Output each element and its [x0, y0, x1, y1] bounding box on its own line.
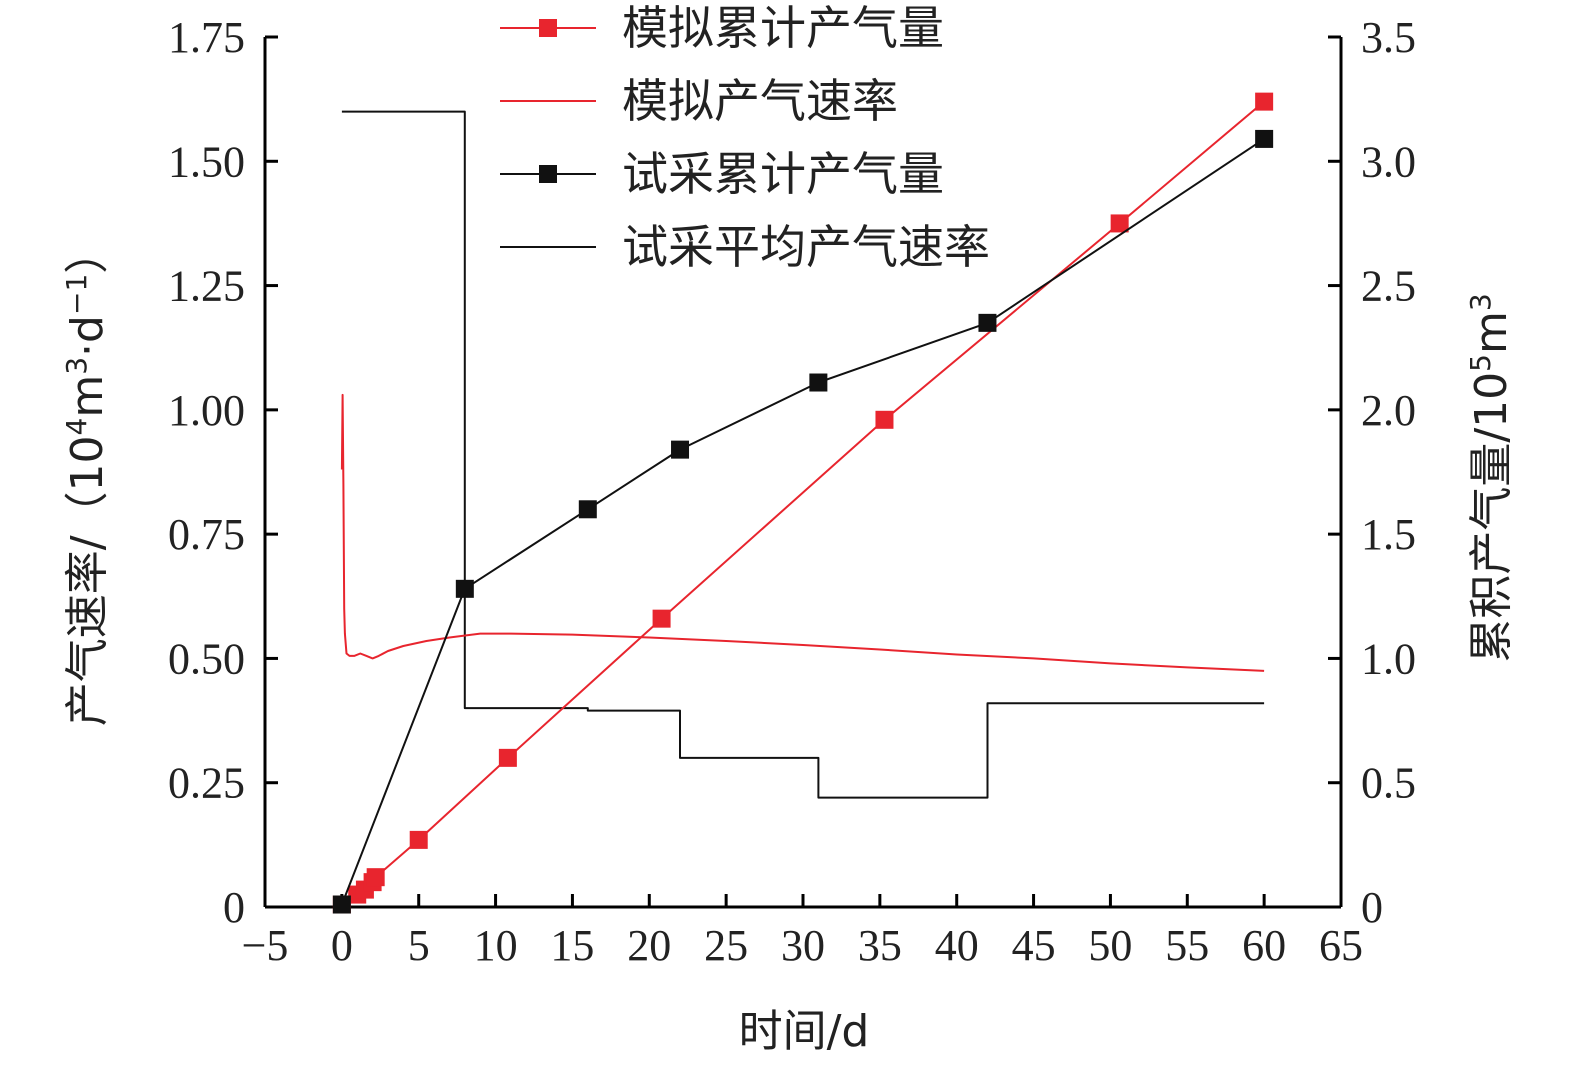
x-tick-label: 50: [1088, 921, 1132, 970]
data-point: [875, 410, 894, 429]
y-right-tick-label: 2.0: [1361, 386, 1416, 435]
x-tick-label: 15: [550, 921, 594, 970]
legend-item: 试采平均产气速率: [500, 220, 990, 274]
legend-item: 模拟累计产气量: [500, 1, 944, 55]
series-line: [341, 110, 1265, 799]
legend-label: 试采平均产气速率: [622, 220, 990, 274]
y-axis-right-title: 累积产气量/105m3: [1464, 293, 1518, 662]
y-left-tick-label: 0.75: [168, 510, 245, 559]
y-right-tick-label: 0.5: [1361, 759, 1416, 808]
data-point: [578, 500, 597, 519]
x-tick-label: 0: [331, 921, 353, 970]
legend-marker: [539, 19, 557, 37]
y-right-tick-label: 3.5: [1361, 13, 1416, 62]
series-line: [340, 393, 1265, 672]
x-tick-label: 20: [627, 921, 671, 970]
x-tick-label: 10: [474, 921, 518, 970]
x-tick-label: 40: [935, 921, 979, 970]
x-tick-label: 60: [1242, 921, 1286, 970]
y-left-tick-label: 1.25: [168, 262, 245, 311]
y-left-tick-label: 0.50: [168, 634, 245, 683]
y-left-tick-label: 1.00: [168, 386, 245, 435]
data-point: [671, 440, 690, 459]
x-tick-label: 30: [781, 921, 825, 970]
data-point: [332, 895, 351, 914]
data-point: [1110, 214, 1129, 233]
y-right-tick-label: 1.0: [1361, 634, 1416, 683]
data-point: [809, 373, 828, 392]
x-tick-label: 65: [1319, 921, 1363, 970]
data-point: [978, 313, 997, 332]
legend-item: 模拟产气速率: [500, 74, 898, 128]
series-layer: [332, 92, 1274, 914]
x-tick-label: 35: [858, 921, 902, 970]
series-3: [332, 129, 1274, 914]
y-left-tick-label: 0.25: [168, 759, 245, 808]
y-left-tick-label: 1.75: [168, 13, 245, 62]
y-right-tick-label: 3.0: [1361, 137, 1416, 186]
x-tick-label: 45: [1012, 921, 1056, 970]
x-axis-title: 时间/d: [739, 1006, 870, 1057]
series-2: [340, 393, 1265, 672]
y-axis-left-title: 产气速率/（104m3·d−1）: [60, 230, 114, 727]
y-right-tick-label: 0: [1361, 883, 1383, 932]
data-point: [498, 748, 517, 767]
y-left-tick-label: 0: [223, 883, 245, 932]
axes: −5 0 5 10 15 20 25 30 35 40 45 50 55 60 6500.250.500.7…: [168, 13, 1416, 970]
x-tick-label: 5: [408, 921, 430, 970]
data-point: [366, 868, 385, 887]
data-point: [652, 609, 671, 628]
legend-label: 模拟累计产气量: [622, 1, 944, 55]
y-right-tick-label: 2.5: [1361, 262, 1416, 311]
x-tick-label: −5: [242, 921, 289, 970]
data-point: [1255, 92, 1274, 111]
data-point: [409, 830, 428, 849]
series-4: [341, 110, 1265, 799]
data-point: [1255, 129, 1274, 148]
data-point: [455, 579, 474, 598]
x-tick-label: 55: [1165, 921, 1209, 970]
legend-label: 试采累计产气量: [622, 147, 944, 201]
legend-label: 模拟产气速率: [622, 74, 898, 128]
series-1: [332, 92, 1274, 914]
legend-item: 试采累计产气量: [500, 147, 944, 201]
y-right-tick-label: 1.5: [1361, 510, 1416, 559]
legend-marker: [539, 165, 557, 183]
y-left-tick-label: 1.50: [168, 137, 245, 186]
x-tick-label: 25: [704, 921, 748, 970]
